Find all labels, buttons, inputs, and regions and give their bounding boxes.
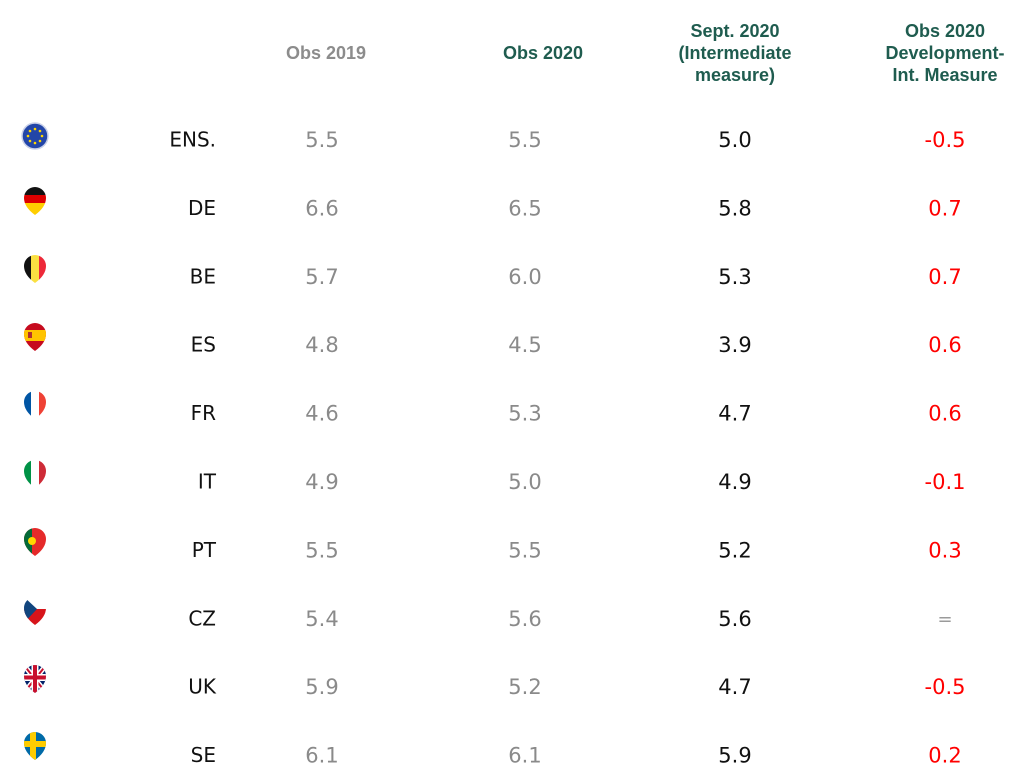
cell: 4.6 xyxy=(305,402,338,426)
cell: 3.9 xyxy=(718,333,751,357)
country-code: PT xyxy=(192,538,217,562)
flag-pt xyxy=(24,528,46,556)
cell: 5.0 xyxy=(508,470,541,494)
country-code: UK xyxy=(188,675,217,699)
cell: 5.5 xyxy=(508,538,541,562)
cell: 5.7 xyxy=(305,265,338,289)
cell: 5.3 xyxy=(718,265,751,289)
flag-fr xyxy=(24,391,46,419)
cell: 5.8 xyxy=(718,196,751,220)
country-code: CZ xyxy=(188,606,216,630)
column-header: (Intermediate xyxy=(678,43,791,63)
cell: 0.7 xyxy=(928,196,961,220)
cell: 5.5 xyxy=(508,128,541,152)
country-code: SE xyxy=(191,743,216,763)
cell: 0.2 xyxy=(928,744,961,763)
cell: 4.7 xyxy=(718,675,751,699)
column-header: Int. Measure xyxy=(892,65,997,85)
cell: 5.9 xyxy=(305,675,338,699)
cell: -0.5 xyxy=(925,675,966,699)
flag-es xyxy=(24,323,46,351)
cell: 6.0 xyxy=(508,265,541,289)
country-code: IT xyxy=(198,470,217,494)
cell: 0.6 xyxy=(928,333,961,357)
cell: 5.6 xyxy=(508,607,541,631)
cell: 5.3 xyxy=(508,402,541,426)
cell: 5.6 xyxy=(718,607,751,631)
cell: = xyxy=(937,609,952,630)
column-header: Sept. 2020 xyxy=(690,21,779,41)
column-header: measure) xyxy=(695,65,775,85)
cell: 5.9 xyxy=(718,744,751,763)
flag-se xyxy=(24,732,46,760)
cell: 5.2 xyxy=(718,538,751,562)
cell: 4.5 xyxy=(508,333,541,357)
flag-it xyxy=(24,460,46,488)
column-header: Development- xyxy=(885,43,1004,63)
column-header: Obs 2020 xyxy=(905,21,985,41)
column-header: Obs 2019 xyxy=(286,43,366,63)
flags xyxy=(21,122,49,760)
flag-cz xyxy=(24,597,46,625)
country-code: ES xyxy=(191,333,216,357)
flag-eu xyxy=(21,122,49,150)
cell: 4.9 xyxy=(305,470,338,494)
cell: 6.5 xyxy=(508,196,541,220)
cell: 5.4 xyxy=(305,607,338,631)
cell: 0.7 xyxy=(928,265,961,289)
flag-de xyxy=(24,187,46,215)
cell: 5.5 xyxy=(305,128,338,152)
cell: 6.1 xyxy=(508,744,541,763)
country-code: FR xyxy=(191,401,217,425)
country-code: BE xyxy=(190,264,216,288)
cell: 4.7 xyxy=(718,402,751,426)
cell: 6.1 xyxy=(305,744,338,763)
country-code: ENS. xyxy=(169,128,216,152)
cell: 0.3 xyxy=(928,538,961,562)
column-header: Obs 2020 xyxy=(503,43,583,63)
cell: -0.5 xyxy=(925,128,966,152)
cell: 4.8 xyxy=(305,333,338,357)
flag-uk xyxy=(24,665,46,693)
cell: 6.6 xyxy=(305,196,338,220)
cell: 5.5 xyxy=(305,538,338,562)
cell: 4.9 xyxy=(718,470,751,494)
cell: 0.6 xyxy=(928,402,961,426)
country-code: DE xyxy=(188,196,216,220)
cell: 5.2 xyxy=(508,675,541,699)
cell: 5.0 xyxy=(718,128,751,152)
cell: -0.1 xyxy=(925,470,966,494)
flag-be xyxy=(24,255,46,283)
